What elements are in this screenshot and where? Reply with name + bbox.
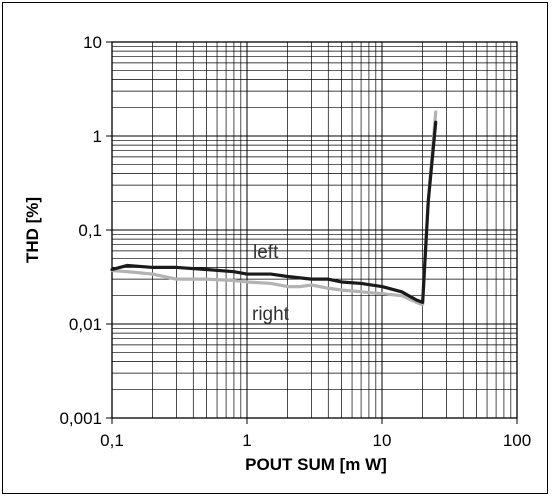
chart-frame xyxy=(2,2,548,494)
x-tick-label: 0,1 xyxy=(100,431,124,450)
y-tick-labels: 10 1 0,1 0,01 0,001 xyxy=(59,33,112,428)
x-axis-title: POUT SUM [m W] xyxy=(245,455,387,474)
x-tick-labels: 0,1 1 10 100 xyxy=(100,418,531,450)
x-tick-label: 100 xyxy=(503,431,531,450)
x-tick-label: 1 xyxy=(242,431,251,450)
series-line-right xyxy=(110,110,438,307)
series-label-right: right xyxy=(252,304,290,325)
series-label-left: left xyxy=(253,242,279,263)
y-axis-title: THD [%] xyxy=(23,197,42,263)
series-line-left xyxy=(110,120,438,304)
x-tick-label: 10 xyxy=(373,431,392,450)
y-tick-label: 0,01 xyxy=(69,315,102,334)
y-tick-label: 0,1 xyxy=(78,221,102,240)
y-tick-label: 10 xyxy=(83,33,102,52)
y-tick-label: 1 xyxy=(93,127,102,146)
series-layer xyxy=(110,110,438,307)
y-tick-label: 0,001 xyxy=(59,409,102,428)
